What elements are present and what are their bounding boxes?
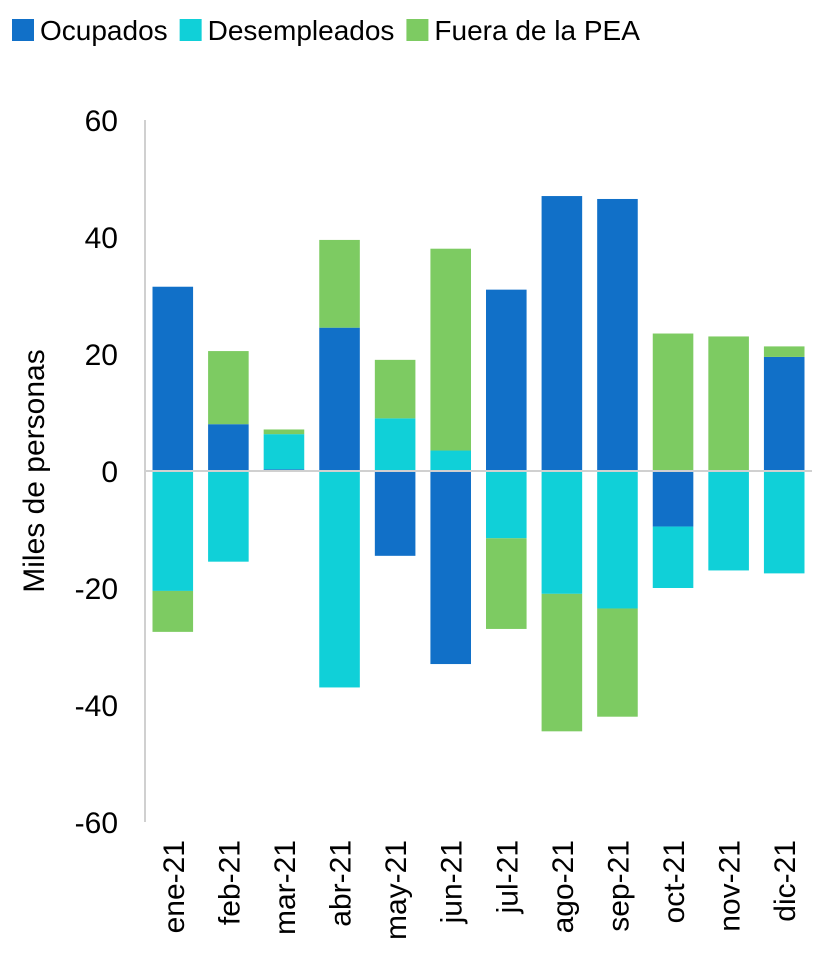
x-tick-label: jul-21 <box>491 840 524 914</box>
bar-jun-21-series-1 <box>430 450 471 471</box>
bar-oct-21-series-2 <box>652 333 694 471</box>
x-tick-label: jun-21 <box>436 840 469 924</box>
bar-ago-21-series-1 <box>541 471 583 594</box>
bar-sep-21-series-2 <box>597 608 638 717</box>
bar-nov-21-series-2 <box>708 336 749 471</box>
legend-label-0: Ocupados <box>40 15 168 46</box>
bar-jul-21-series-1 <box>486 471 527 539</box>
bar-jul-21-series-0 <box>486 289 527 471</box>
y-tick-label: -40 <box>75 690 118 723</box>
y-tick-label: 20 <box>85 339 118 372</box>
x-tick-label: mar-21 <box>269 840 302 935</box>
y-tick-label: 40 <box>85 222 118 255</box>
legend: Ocupados Desempleados Fuera de la PEA <box>12 15 640 46</box>
bar-sep-21-series-0 <box>597 198 638 471</box>
y-tick-label: -60 <box>75 807 118 840</box>
bar-ene-21-series-0 <box>152 286 194 471</box>
y-axis-ticks: -60 -40 -20 0 20 40 60 <box>75 105 118 840</box>
bar-jul-21-series-2 <box>486 538 527 629</box>
bar-jun-21-series-2 <box>430 248 471 451</box>
bar-feb-21-series-0 <box>208 424 249 471</box>
bar-ene-21-series-2 <box>152 590 194 632</box>
x-tick-label: may-21 <box>380 840 413 940</box>
bar-abr-21-series-1 <box>319 471 360 688</box>
x-tick-label: ago-21 <box>547 840 580 933</box>
bars <box>152 196 805 732</box>
x-tick-label: feb-21 <box>213 840 246 925</box>
bar-mar-21-series-1 <box>263 434 305 470</box>
bar-abr-21-series-2 <box>319 239 360 328</box>
bar-ene-21-series-1 <box>152 471 194 591</box>
x-tick-label: nov-21 <box>714 840 747 932</box>
bar-dic-21-series-2 <box>763 346 805 357</box>
x-tick-label: dic-21 <box>769 840 802 922</box>
bar-dic-21-series-0 <box>763 356 805 471</box>
bar-may-21-series-0 <box>374 471 416 556</box>
bar-ago-21-series-2 <box>541 593 583 732</box>
y-axis-label: Miles de personas <box>18 349 51 592</box>
bar-may-21-series-2 <box>374 359 416 419</box>
legend-label-1: Desempleados <box>208 15 395 46</box>
x-tick-label: abr-21 <box>325 840 358 927</box>
bar-oct-21-series-0 <box>652 471 694 527</box>
x-axis-ticks: ene-21 feb-21 mar-21 abr-21 may-21 jun-21 jul-… <box>158 840 802 940</box>
legend-label-2: Fuera de la PEA <box>434 15 640 46</box>
legend-swatch-2 <box>406 19 429 41</box>
bar-mar-21-series-2 <box>263 429 305 435</box>
bar-feb-21-series-1 <box>208 471 249 562</box>
bar-ago-21-series-0 <box>541 196 583 472</box>
legend-swatch-0 <box>12 19 34 41</box>
y-tick-label: -20 <box>75 573 118 606</box>
legend-swatch-1 <box>179 19 202 41</box>
bar-dic-21-series-1 <box>763 471 805 574</box>
bar-oct-21-series-1 <box>652 526 694 588</box>
y-tick-label: 60 <box>85 105 118 138</box>
bar-may-21-series-1 <box>374 418 416 471</box>
bar-jun-21-series-0 <box>430 471 471 665</box>
bar-nov-21-series-1 <box>708 471 749 571</box>
x-tick-label: oct-21 <box>658 840 691 923</box>
x-tick-label: ene-21 <box>158 840 191 933</box>
bar-feb-21-series-2 <box>208 351 249 425</box>
bar-abr-21-series-0 <box>319 327 360 471</box>
bar-sep-21-series-1 <box>597 471 638 609</box>
y-tick-label: 0 <box>101 456 118 489</box>
x-tick-label: sep-21 <box>602 840 635 932</box>
